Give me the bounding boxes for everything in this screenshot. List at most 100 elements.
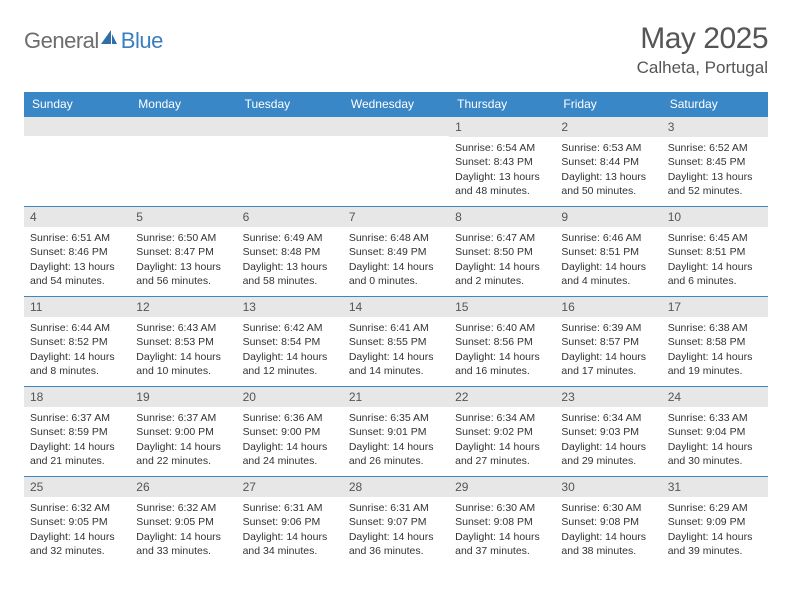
sunrise-line: Sunrise: 6:32 AM <box>136 501 230 515</box>
day-number-bar: 3 <box>662 116 768 137</box>
calendar-day-cell: 16Sunrise: 6:39 AMSunset: 8:57 PMDayligh… <box>555 296 661 386</box>
day-number-bar-empty <box>24 116 130 136</box>
day-content: Sunrise: 6:32 AMSunset: 9:05 PMDaylight:… <box>130 497 236 564</box>
day-content: Sunrise: 6:51 AMSunset: 8:46 PMDaylight:… <box>24 227 130 294</box>
title-block: May 2025 Calheta, Portugal <box>637 22 768 78</box>
calendar-day-cell: 24Sunrise: 6:33 AMSunset: 9:04 PMDayligh… <box>662 386 768 476</box>
calendar-header-row: SundayMondayTuesdayWednesdayThursdayFrid… <box>24 92 768 116</box>
sunrise-line: Sunrise: 6:42 AM <box>243 321 337 335</box>
sunrise-line: Sunrise: 6:53 AM <box>561 141 655 155</box>
calendar-day-cell: 1Sunrise: 6:54 AMSunset: 8:43 PMDaylight… <box>449 116 555 206</box>
sunset-line: Sunset: 9:00 PM <box>243 425 337 439</box>
calendar-day-cell: 17Sunrise: 6:38 AMSunset: 8:58 PMDayligh… <box>662 296 768 386</box>
daylight-line: Daylight: 14 hours and 6 minutes. <box>668 260 762 288</box>
daylight-line: Daylight: 14 hours and 16 minutes. <box>455 350 549 378</box>
daylight-line: Daylight: 14 hours and 26 minutes. <box>349 440 443 468</box>
day-number-bar: 28 <box>343 476 449 497</box>
day-number-bar: 4 <box>24 206 130 227</box>
calendar-day-cell: 6Sunrise: 6:49 AMSunset: 8:48 PMDaylight… <box>237 206 343 296</box>
weekday-header: Tuesday <box>237 92 343 116</box>
brand-logo: General Blue <box>24 22 163 54</box>
day-content: Sunrise: 6:37 AMSunset: 9:00 PMDaylight:… <box>130 407 236 474</box>
daylight-line: Daylight: 13 hours and 56 minutes. <box>136 260 230 288</box>
calendar-week-row: 1Sunrise: 6:54 AMSunset: 8:43 PMDaylight… <box>24 116 768 206</box>
sunrise-line: Sunrise: 6:50 AM <box>136 231 230 245</box>
sunset-line: Sunset: 9:08 PM <box>561 515 655 529</box>
daylight-line: Daylight: 13 hours and 54 minutes. <box>30 260 124 288</box>
sunrise-line: Sunrise: 6:54 AM <box>455 141 549 155</box>
brand-text-blue: Blue <box>121 28 163 54</box>
calendar-day-cell: 9Sunrise: 6:46 AMSunset: 8:51 PMDaylight… <box>555 206 661 296</box>
calendar-day-cell: 8Sunrise: 6:47 AMSunset: 8:50 PMDaylight… <box>449 206 555 296</box>
sunset-line: Sunset: 8:49 PM <box>349 245 443 259</box>
sunset-line: Sunset: 9:07 PM <box>349 515 443 529</box>
day-number-bar: 10 <box>662 206 768 227</box>
calendar-day-cell <box>24 116 130 206</box>
sunrise-line: Sunrise: 6:46 AM <box>561 231 655 245</box>
sunrise-line: Sunrise: 6:30 AM <box>455 501 549 515</box>
day-content: Sunrise: 6:41 AMSunset: 8:55 PMDaylight:… <box>343 317 449 384</box>
sunrise-line: Sunrise: 6:51 AM <box>30 231 124 245</box>
sunrise-line: Sunrise: 6:48 AM <box>349 231 443 245</box>
sunset-line: Sunset: 9:02 PM <box>455 425 549 439</box>
calendar-day-cell: 3Sunrise: 6:52 AMSunset: 8:45 PMDaylight… <box>662 116 768 206</box>
sunset-line: Sunset: 8:55 PM <box>349 335 443 349</box>
sunrise-line: Sunrise: 6:52 AM <box>668 141 762 155</box>
day-content: Sunrise: 6:40 AMSunset: 8:56 PMDaylight:… <box>449 317 555 384</box>
day-number-bar: 21 <box>343 386 449 407</box>
sunset-line: Sunset: 8:56 PM <box>455 335 549 349</box>
daylight-line: Daylight: 14 hours and 27 minutes. <box>455 440 549 468</box>
day-number-bar: 18 <box>24 386 130 407</box>
day-number-bar: 9 <box>555 206 661 227</box>
sunset-line: Sunset: 9:00 PM <box>136 425 230 439</box>
day-content: Sunrise: 6:39 AMSunset: 8:57 PMDaylight:… <box>555 317 661 384</box>
daylight-line: Daylight: 14 hours and 0 minutes. <box>349 260 443 288</box>
weekday-header: Friday <box>555 92 661 116</box>
daylight-line: Daylight: 14 hours and 14 minutes. <box>349 350 443 378</box>
day-content: Sunrise: 6:38 AMSunset: 8:58 PMDaylight:… <box>662 317 768 384</box>
daylight-line: Daylight: 14 hours and 17 minutes. <box>561 350 655 378</box>
daylight-line: Daylight: 14 hours and 38 minutes. <box>561 530 655 558</box>
sunset-line: Sunset: 8:44 PM <box>561 155 655 169</box>
day-content: Sunrise: 6:46 AMSunset: 8:51 PMDaylight:… <box>555 227 661 294</box>
sunset-line: Sunset: 8:53 PM <box>136 335 230 349</box>
daylight-line: Daylight: 14 hours and 12 minutes. <box>243 350 337 378</box>
sunset-line: Sunset: 8:46 PM <box>30 245 124 259</box>
calendar-table: SundayMondayTuesdayWednesdayThursdayFrid… <box>24 92 768 566</box>
calendar-page: General Blue May 2025 Calheta, Portugal … <box>0 0 792 588</box>
daylight-line: Daylight: 14 hours and 22 minutes. <box>136 440 230 468</box>
sunrise-line: Sunrise: 6:32 AM <box>30 501 124 515</box>
sunrise-line: Sunrise: 6:41 AM <box>349 321 443 335</box>
day-number-bar: 15 <box>449 296 555 317</box>
daylight-line: Daylight: 14 hours and 24 minutes. <box>243 440 337 468</box>
calendar-body: 1Sunrise: 6:54 AMSunset: 8:43 PMDaylight… <box>24 116 768 566</box>
day-number-bar: 22 <box>449 386 555 407</box>
day-content: Sunrise: 6:34 AMSunset: 9:03 PMDaylight:… <box>555 407 661 474</box>
day-number-bar-empty <box>130 116 236 136</box>
sunset-line: Sunset: 8:57 PM <box>561 335 655 349</box>
daylight-line: Daylight: 13 hours and 48 minutes. <box>455 170 549 198</box>
day-number-bar: 19 <box>130 386 236 407</box>
daylight-line: Daylight: 14 hours and 39 minutes. <box>668 530 762 558</box>
day-content: Sunrise: 6:52 AMSunset: 8:45 PMDaylight:… <box>662 137 768 204</box>
day-number-bar: 30 <box>555 476 661 497</box>
day-number-bar-empty <box>237 116 343 136</box>
day-number-bar: 13 <box>237 296 343 317</box>
day-number-bar: 24 <box>662 386 768 407</box>
day-content: Sunrise: 6:30 AMSunset: 9:08 PMDaylight:… <box>555 497 661 564</box>
sunrise-line: Sunrise: 6:37 AM <box>136 411 230 425</box>
day-content: Sunrise: 6:47 AMSunset: 8:50 PMDaylight:… <box>449 227 555 294</box>
calendar-day-cell: 25Sunrise: 6:32 AMSunset: 9:05 PMDayligh… <box>24 476 130 566</box>
calendar-day-cell <box>130 116 236 206</box>
daylight-line: Daylight: 14 hours and 19 minutes. <box>668 350 762 378</box>
calendar-day-cell: 5Sunrise: 6:50 AMSunset: 8:47 PMDaylight… <box>130 206 236 296</box>
daylight-line: Daylight: 13 hours and 50 minutes. <box>561 170 655 198</box>
daylight-line: Daylight: 14 hours and 36 minutes. <box>349 530 443 558</box>
day-content: Sunrise: 6:36 AMSunset: 9:00 PMDaylight:… <box>237 407 343 474</box>
day-number-bar: 6 <box>237 206 343 227</box>
sunset-line: Sunset: 9:05 PM <box>136 515 230 529</box>
day-number-bar: 1 <box>449 116 555 137</box>
daylight-line: Daylight: 14 hours and 37 minutes. <box>455 530 549 558</box>
sunset-line: Sunset: 9:05 PM <box>30 515 124 529</box>
day-number-bar: 8 <box>449 206 555 227</box>
